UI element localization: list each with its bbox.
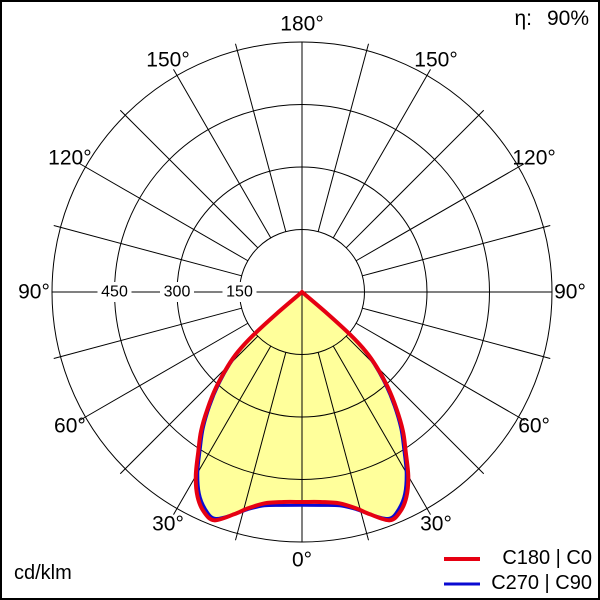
radial-tick-mask-450	[97, 282, 132, 302]
legend-label-c180-c0: C180 | C0	[502, 547, 592, 569]
polar-radial-line-240	[79, 163, 249, 262]
polar-radial-line-120	[355, 163, 525, 262]
legend-line-red-icon	[444, 556, 480, 561]
polar-radial-line-135	[345, 109, 485, 249]
efficiency-value: 90%	[546, 7, 589, 30]
unit-label: cd/klm	[14, 562, 72, 584]
legend-item-c270-c90: C270 | C90	[440, 571, 592, 596]
legend-label-c270-c90: C270 | C90	[491, 572, 592, 594]
polar-radial-line-300	[79, 322, 249, 421]
legend: C180 | C0 C270 | C90	[440, 546, 592, 596]
radial-tick-label-450: 450	[101, 284, 128, 301]
polar-radial-line-210	[173, 69, 272, 239]
polar-radial-line-60	[355, 322, 525, 421]
angle-label-60-left: 60°	[54, 415, 86, 438]
polar-radial-line-195	[235, 43, 287, 232]
angle-label-0: 0°	[292, 549, 312, 572]
efficiency-readout: η: 90%	[514, 7, 589, 31]
angle-label-30-left: 30°	[152, 513, 184, 536]
radial-tick-label-150: 150	[226, 284, 253, 301]
polar-radial-line-225	[119, 109, 259, 249]
legend-item-c180-c0: C180 | C0	[440, 546, 592, 571]
angle-label-60-right: 60°	[518, 415, 550, 438]
intensity-curve-c180-c0	[193, 289, 411, 523]
polar-radial-line-255	[53, 225, 242, 277]
polar-radial-line-165	[317, 43, 369, 232]
angle-label-30-right: 30°	[420, 513, 452, 536]
angle-label-120-right: 120°	[512, 147, 555, 170]
angle-label-90-left: 90°	[18, 281, 50, 304]
radial-tick-mask-300	[160, 282, 194, 302]
radial-tick-mask-150	[222, 282, 257, 302]
angle-label-90-right: 90°	[554, 281, 586, 304]
efficiency-label: η:	[514, 7, 532, 30]
polar-radial-line-105	[362, 225, 551, 277]
angle-label-180-right: 180°	[280, 13, 323, 36]
legend-line-blue-icon	[444, 582, 480, 585]
angle-label-150-right: 150°	[414, 48, 457, 71]
radial-tick-label-300: 300	[164, 284, 191, 301]
polar-radial-line-150	[332, 69, 431, 239]
angle-label-120-left: 120°	[48, 147, 91, 170]
polar-radial-line-75	[362, 307, 551, 359]
polar-radial-line-30	[332, 345, 431, 515]
polar-radial-line-285	[53, 307, 242, 359]
angle-label-150-left: 150°	[146, 48, 189, 71]
polar-radial-line-330	[173, 345, 272, 515]
